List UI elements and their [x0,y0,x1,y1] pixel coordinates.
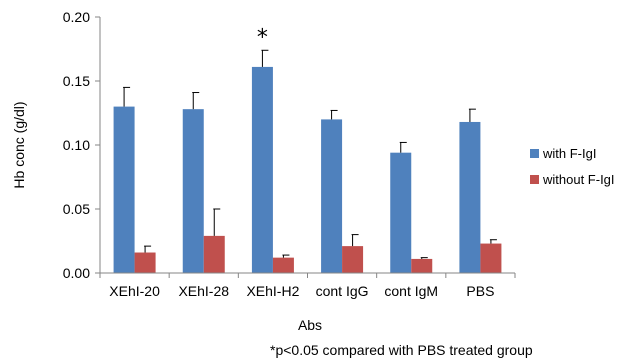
bar-without-5 [480,243,502,273]
x-tick-label: XEhI-H2 [246,283,299,299]
bar-with-0 [113,106,135,273]
y-tick-label: 0.05 [63,201,90,217]
bar-with-2 [251,66,273,273]
bar-with-3 [321,119,343,274]
y-tick-label: 0.10 [63,137,90,153]
annotations: * [257,25,268,50]
bar-without-4 [411,258,433,273]
footnote: *p<0.05 compared with PBS treated group [270,342,533,358]
significance-star: * [257,25,268,50]
legend-swatch [530,149,539,158]
x-tick-label: PBS [466,283,494,299]
bar-without-0 [134,252,156,273]
x-tick-label: cont IgG [316,283,369,299]
y-tick-label: 0.20 [63,9,90,25]
bar-with-5 [459,121,481,274]
y-tick-label: 0.00 [63,265,90,281]
bar-without-3 [342,246,364,273]
legend-swatch [530,175,539,184]
x-axis-label: Abs [298,317,322,333]
bar-with-1 [182,109,204,273]
bar-without-1 [203,235,225,273]
x-axis: XEhI-20 XEhI-28 XEhI-H2 cont IgG cont IgM PBS [99,272,516,299]
x-tick-label: XEhI-28 [178,283,229,299]
bar-without-2 [272,257,294,273]
y-axis-label: Hb conc (g/dl) [11,101,27,188]
legend-label: without F-IgI [542,172,615,187]
x-tick-label: XEhI-20 [109,283,160,299]
x-tick-label: cont IgM [384,283,438,299]
y-tick-label: 0.15 [63,73,90,89]
bars [113,49,502,274]
legend: with F-IgI without F-IgI [530,146,615,187]
bar-with-4 [390,152,412,273]
y-axis: 0.00 0.05 0.10 0.15 0.20 [63,9,101,281]
legend-label: with F-IgI [542,146,596,161]
